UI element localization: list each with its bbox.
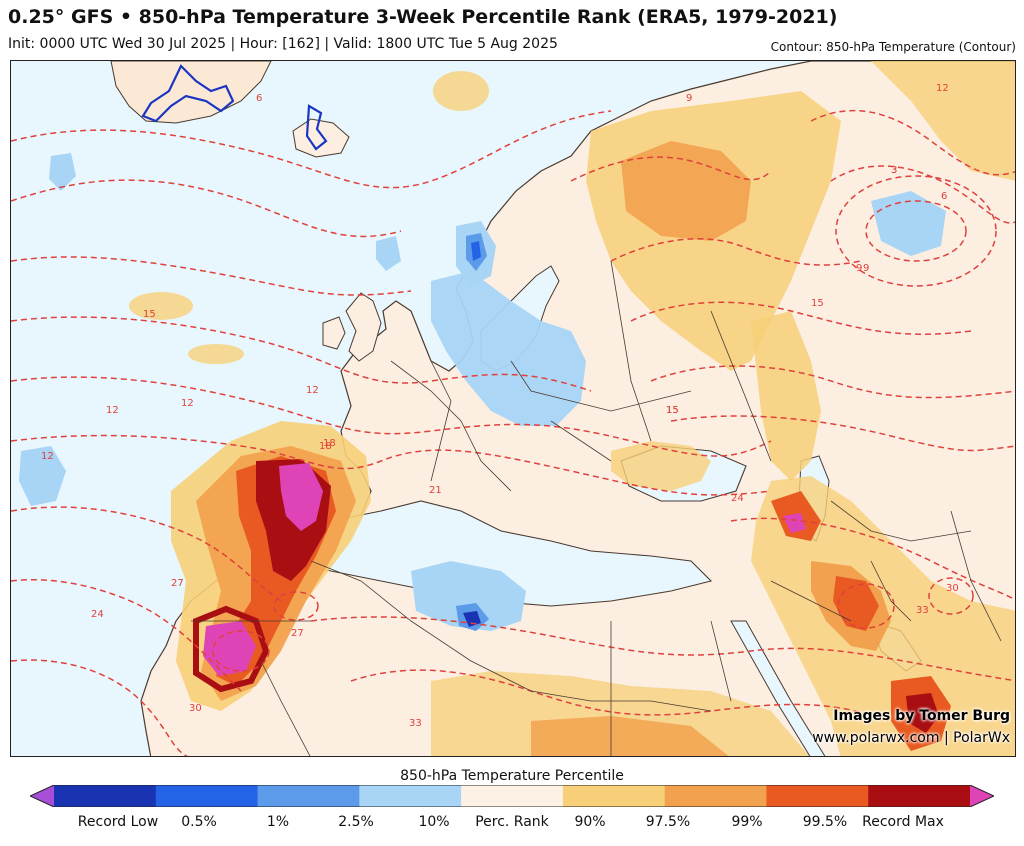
colorbar-segment xyxy=(257,785,360,807)
contour-label: 12 xyxy=(181,398,194,409)
colorbar-segment xyxy=(359,785,462,807)
isotherm-contours xyxy=(11,109,1015,756)
colorbar-label: 97.5% xyxy=(645,814,691,830)
map-panel: 9 12 15 18 21 24 27 30 33 3 6 9 12 15 18… xyxy=(10,60,1016,757)
uk-landmass xyxy=(345,292,382,362)
contour-label: 30 xyxy=(946,583,959,594)
colorbar xyxy=(30,785,994,807)
contour-label: 6 xyxy=(256,93,262,104)
warm-anomaly-sahara-orange xyxy=(531,716,729,756)
colorbar-label: 90% xyxy=(574,814,606,830)
contour-label-group: 9 12 15 18 21 24 27 30 33 3 6 9 12 15 18… xyxy=(41,83,959,729)
contour-label: 18 xyxy=(323,438,336,449)
warm-anomaly-atlantic-2 xyxy=(188,344,244,364)
record-max-morocco xyxy=(203,621,256,676)
credit-author: Images by Tomer Burg xyxy=(833,708,1010,724)
warm-anomaly-atlantic-1 xyxy=(129,292,193,320)
colorbar-segment xyxy=(766,785,869,807)
warm-anomaly-east xyxy=(871,61,1015,181)
contour-label: 12 xyxy=(936,83,949,94)
colorbar-label: 99.5% xyxy=(802,814,848,830)
contour-label: 12 xyxy=(306,385,319,396)
contour-label: 21 xyxy=(429,485,442,496)
contour-label: 27 xyxy=(291,628,304,639)
cold-anomaly-kazakhstan xyxy=(871,191,946,256)
contour-label: 24 xyxy=(731,493,744,504)
colorbar-label: 99% xyxy=(731,814,763,830)
colorbar-segment xyxy=(868,785,971,807)
colorbar-label: Record Low xyxy=(77,814,159,830)
contour-note: Contour: 850-hPa Temperature (Contour) xyxy=(770,40,1016,54)
contour-label: 33 xyxy=(409,718,422,729)
country-borders xyxy=(191,260,1002,756)
contour-label: 15 xyxy=(811,298,824,309)
map-subtitle: Init: 0000 UTC Wed 30 Jul 2025 | Hour: [… xyxy=(8,36,558,52)
colorbar-extend-low xyxy=(30,785,54,807)
contour-label: 6 xyxy=(941,191,947,202)
red-sea xyxy=(730,620,826,756)
colorbar-label: Perc. Rank xyxy=(475,814,549,830)
cold-anomaly-scandinavia-poland xyxy=(431,271,586,426)
ireland-landmass xyxy=(322,316,346,350)
contour-label: 12 xyxy=(41,451,54,462)
colorbar-label: 1% xyxy=(266,814,290,830)
contour-label: 9 xyxy=(686,93,692,104)
warm-anomaly-iraq-red xyxy=(833,576,879,631)
colorbar-label: 10% xyxy=(418,814,450,830)
mediterranean-sea xyxy=(280,500,713,607)
cold-contour-iceland xyxy=(305,104,328,151)
contour-label: 15 xyxy=(666,405,679,416)
colorbar-labels: Record Low 0.5% 1% 2.5% 10% Perc. Rank 90% 97.5… xyxy=(0,814,1024,834)
contour-label: 27 xyxy=(171,578,184,589)
cold-anomaly-atlantic-2 xyxy=(49,153,76,191)
cold-anomaly-atlantic-3 xyxy=(376,236,401,271)
cold-anomaly-atlantic-1 xyxy=(19,446,66,506)
cold-anomaly-sicily xyxy=(411,561,526,631)
colorbar-title: 850-hPa Temperature Percentile xyxy=(400,768,624,784)
colorbar-label: Record Max xyxy=(862,814,944,830)
warm-anomaly-morocco-darkred xyxy=(193,605,270,693)
contour-label: 15 xyxy=(666,405,679,416)
warm-anomaly-arabia-darkred xyxy=(906,693,939,733)
contour-label: 9 xyxy=(863,263,869,274)
credit-website: www.polarwx.com | PolarWx xyxy=(812,730,1010,746)
contour-label: 33 xyxy=(916,605,929,616)
colorbar-segment xyxy=(664,785,767,807)
colorbar-label: 2.5% xyxy=(338,814,374,830)
colorbar-label: 0.5% xyxy=(181,814,217,830)
cold-anomaly-norway-deep xyxy=(471,241,481,261)
record-max-caucasus xyxy=(783,513,806,533)
warm-anomaly-volga xyxy=(751,311,821,481)
contour-label: 18 xyxy=(319,441,332,452)
cold-contour-greenland xyxy=(141,64,235,123)
contour-label: 30 xyxy=(189,703,202,714)
colorbar-segment xyxy=(54,785,157,807)
colorbar-segment xyxy=(562,785,666,807)
map-canvas: 9 12 15 18 21 24 27 30 33 3 6 9 12 15 18… xyxy=(11,61,1015,756)
contour-label: 12 xyxy=(106,405,119,416)
warm-anomaly-atlantic-3 xyxy=(433,71,489,111)
contour-label: 3 xyxy=(891,165,897,176)
warm-anomaly-russia-core xyxy=(621,141,751,241)
colorbar-segment xyxy=(461,785,564,807)
map-title: 0.25° GFS • 850-hPa Temperature 3-Week P… xyxy=(8,6,838,28)
cold-anomaly-sicily-deep xyxy=(463,611,481,627)
contour-label: 24 xyxy=(91,609,104,620)
record-max-iberia xyxy=(279,463,323,531)
contour-label: 15 xyxy=(143,309,156,320)
colorbar-segment xyxy=(155,785,259,807)
contour-label: 3 xyxy=(891,165,897,176)
greenland-landmass xyxy=(110,61,272,124)
contour-label: 9 xyxy=(856,263,862,274)
colorbar-extend-high xyxy=(970,785,994,807)
